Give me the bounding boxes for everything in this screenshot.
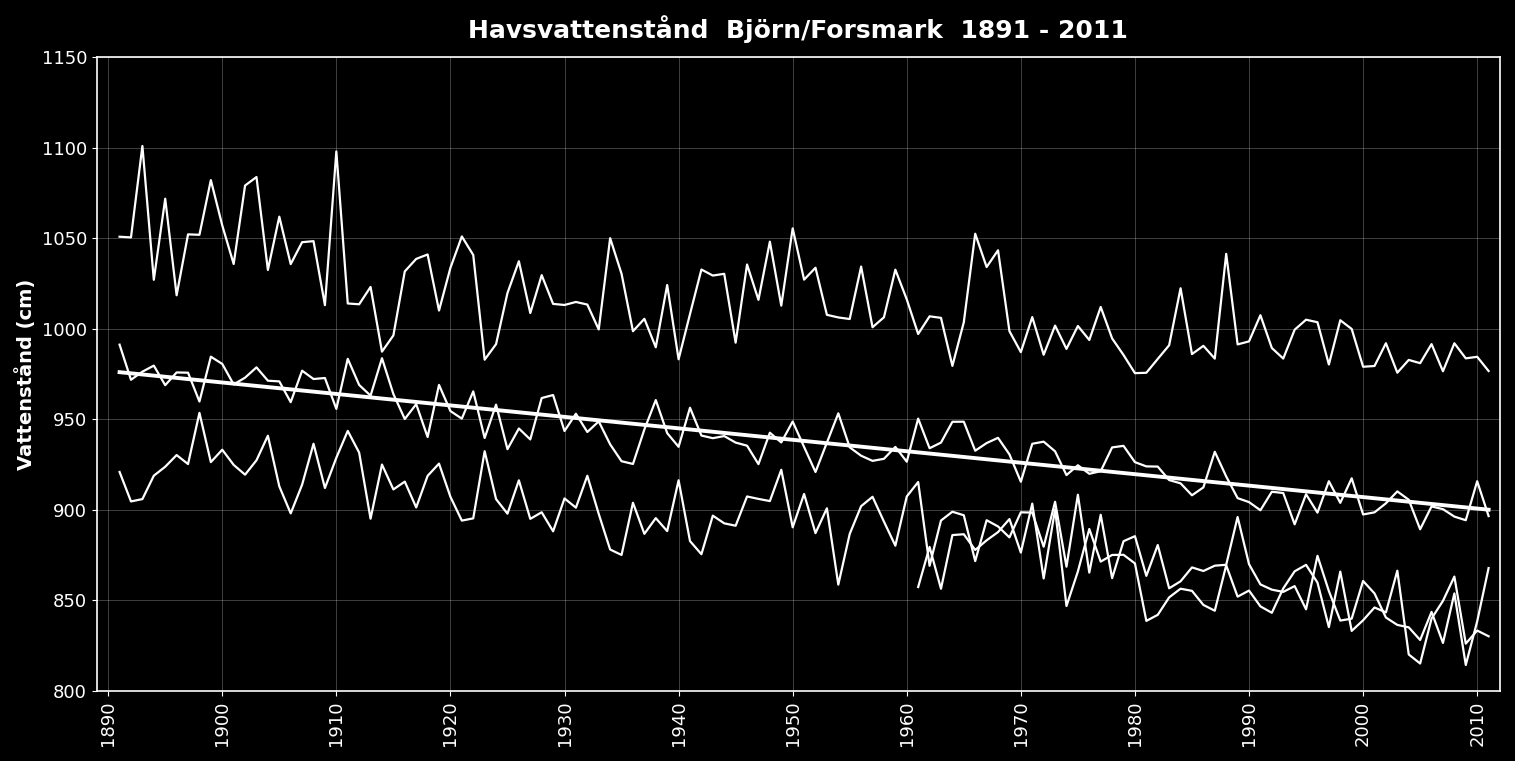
Y-axis label: Vattenstånd (cm): Vattenstånd (cm): [15, 279, 36, 470]
Title: Havsvattenstånd  Björn/Forsmark  1891 - 2011: Havsvattenstånd Björn/Forsmark 1891 - 20…: [468, 15, 1129, 43]
